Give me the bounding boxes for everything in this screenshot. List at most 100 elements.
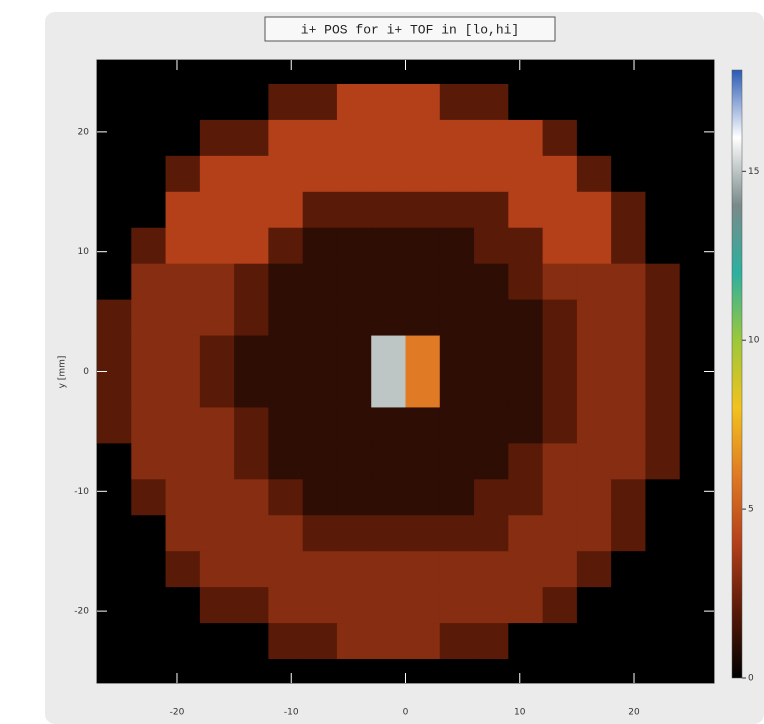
heatmap-cell: [234, 407, 269, 443]
heatmap-cell: [680, 300, 715, 336]
heatmap-cell: [131, 84, 166, 120]
heatmap-cell: [268, 515, 303, 551]
heatmap-cell: [577, 551, 612, 587]
heatmap-cell: [166, 84, 201, 120]
heatmap-cell: [611, 264, 646, 300]
heatmap-cell: [406, 156, 441, 192]
heatmap-cell: [645, 84, 680, 120]
heatmap-cell: [543, 479, 578, 515]
y-tick-label: 20: [78, 127, 90, 137]
heatmap-cell: [371, 551, 406, 587]
heatmap-cell: [303, 336, 338, 372]
heatmap-cell: [337, 192, 372, 228]
heatmap-cell: [406, 587, 441, 623]
heatmap-cell: [131, 336, 166, 372]
heatmap-cell: [200, 228, 235, 264]
heatmap-cells: [97, 48, 715, 695]
heatmap-cell: [268, 192, 303, 228]
heatmap-cell: [303, 228, 338, 264]
heatmap-cell: [371, 443, 406, 479]
heatmap-cell: [200, 84, 235, 120]
heatmap-cell: [543, 228, 578, 264]
heatmap-cell: [406, 120, 441, 156]
x-tick-label: 20: [628, 708, 640, 718]
heatmap-cell: [474, 587, 509, 623]
heatmap-cell: [508, 372, 543, 408]
heatmap-cell: [474, 443, 509, 479]
heatmap-cell: [611, 587, 646, 623]
heatmap-cell: [406, 551, 441, 587]
heatmap-cell: [97, 587, 132, 623]
heatmap-cell: [406, 84, 441, 120]
heatmap-cell: [440, 623, 475, 659]
heatmap-cell: [337, 551, 372, 587]
heatmap-cell: [131, 300, 166, 336]
page: i+ POS for i+ TOF in [lo,hi] -20-1001020…: [0, 0, 764, 724]
heatmap-cell: [474, 300, 509, 336]
heatmap-cell: [611, 515, 646, 551]
heatmap-cell: [645, 443, 680, 479]
heatmap-cell: [680, 336, 715, 372]
heatmap-cell: [166, 443, 201, 479]
heatmap-cell: [97, 264, 132, 300]
heatmap-cell: [200, 372, 235, 408]
heatmap-cell: [508, 336, 543, 372]
heatmap-cell: [371, 156, 406, 192]
heatmap-cell: [131, 228, 166, 264]
heatmap-cell: [406, 192, 441, 228]
heatmap-cell: [371, 264, 406, 300]
heatmap-cell: [577, 587, 612, 623]
colorbar-tick-label: 10: [748, 336, 760, 346]
heatmap-cell: [611, 300, 646, 336]
heatmap-cell: [508, 84, 543, 120]
heatmap-cell: [166, 120, 201, 156]
heatmap-cell: [508, 156, 543, 192]
heatmap-cell: [234, 228, 269, 264]
heatmap-cell: [645, 156, 680, 192]
heatmap-cell: [337, 300, 372, 336]
heatmap-cell: [268, 336, 303, 372]
heatmap-cell: [166, 623, 201, 659]
heatmap-cell: [200, 587, 235, 623]
heatmap-cell: [611, 443, 646, 479]
heatmap-cell: [680, 192, 715, 228]
heatmap-cell: [577, 372, 612, 408]
heatmap-cell: [406, 443, 441, 479]
heatmap-cell: [131, 515, 166, 551]
x-tick-label: -10: [284, 708, 299, 718]
heatmap-cell: [166, 192, 201, 228]
heatmap-cell: [268, 228, 303, 264]
chart-title: i+ POS for i+ TOF in [lo,hi]: [301, 22, 519, 37]
heatmap-cell: [166, 551, 201, 587]
heatmap-cell: [645, 192, 680, 228]
heatmap-cell: [577, 300, 612, 336]
heatmap-cell: [303, 623, 338, 659]
heatmap-cell: [645, 336, 680, 372]
heatmap-cell: [268, 407, 303, 443]
heatmap-cell: [508, 587, 543, 623]
heatmap-cell: [577, 443, 612, 479]
heatmap-cell: [406, 515, 441, 551]
heatmap-cell: [371, 300, 406, 336]
heatmap-cell: [474, 264, 509, 300]
heatmap-cell: [543, 156, 578, 192]
heatmap-cell: [440, 515, 475, 551]
heatmap-cell: [131, 192, 166, 228]
heatmap-cell: [611, 407, 646, 443]
heatmap-cell: [200, 443, 235, 479]
heatmap-cell: [508, 551, 543, 587]
heatmap-cell: [440, 372, 475, 408]
heatmap-cell: [440, 443, 475, 479]
heatmap-cell: [234, 515, 269, 551]
heatmap-cell: [131, 264, 166, 300]
heatmap-cell: [97, 84, 132, 120]
heatmap-cell: [680, 551, 715, 587]
heatmap-cell: [543, 587, 578, 623]
heatmap-cell: [200, 407, 235, 443]
heatmap-cell: [268, 443, 303, 479]
heatmap-cell: [440, 300, 475, 336]
heatmap-cell: [166, 515, 201, 551]
heatmap-cell: [166, 479, 201, 515]
heatmap-cell: [303, 515, 338, 551]
heatmap-cell: [337, 336, 372, 372]
